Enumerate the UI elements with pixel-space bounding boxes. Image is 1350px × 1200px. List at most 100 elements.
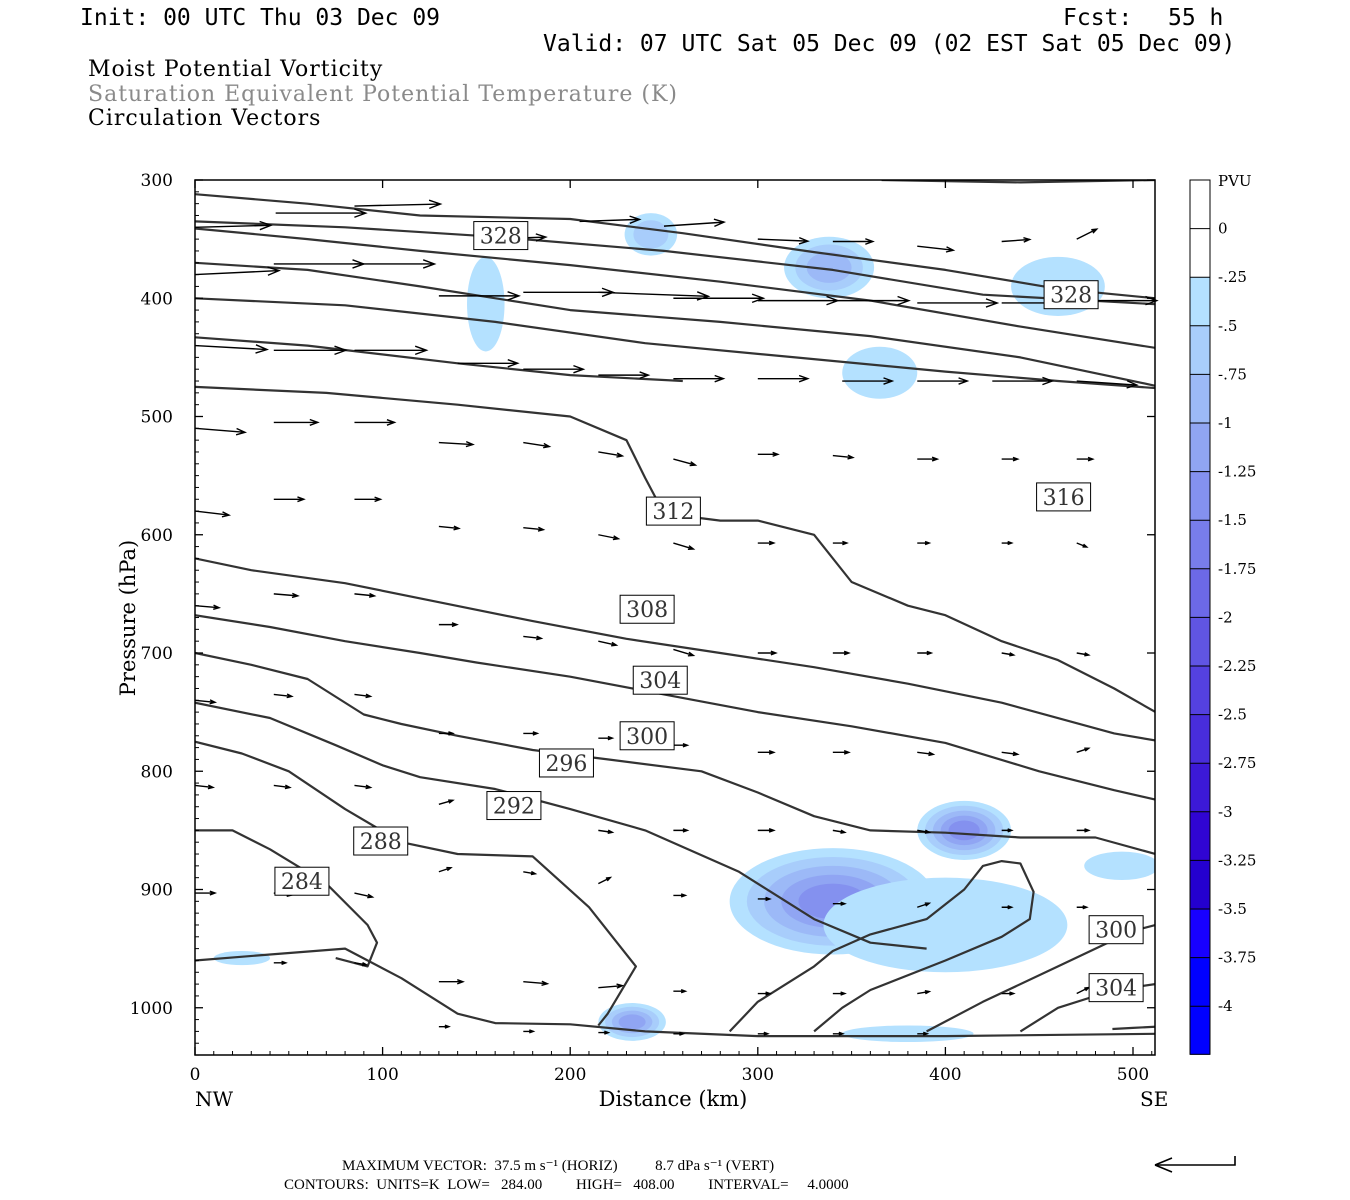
colorbar-label: -.25 [1218,268,1247,286]
theta-contour-line [195,193,1155,300]
circulation-vector [354,496,383,503]
circulation-vector [757,896,772,902]
colorbar-label: -2.25 [1218,657,1256,675]
circulation-vector [832,295,911,306]
circulation-vector [757,828,776,833]
circulation-vector [354,961,369,967]
colorbar-label: -.5 [1218,317,1237,335]
contour-labels: 328 328 312 316 308 304 300 296 292 288 284 300 304 [274,221,1144,1003]
y-tick-label: 600 [141,526,173,546]
circulation-vector [438,440,475,448]
circulation-vector [1076,652,1091,657]
colorbar-cell [1190,811,1210,861]
colorbar-cell [1190,325,1210,375]
circulation-vector [917,1031,930,1036]
pv-blob [948,820,980,841]
circulation-vector [195,890,218,896]
theta-contour-line [881,180,1155,184]
circulation-vector [832,991,847,996]
contour-label: 308 [626,598,668,623]
circulation-vector [832,238,875,245]
circulation-vector [598,534,621,541]
forecast-label: Fcst: [1063,5,1133,31]
contour-info-text: CONTOURS: UNITS=K LOW= 284.00 HIGH= 408.… [284,1177,849,1193]
theta-contour-line [1112,1025,1155,1031]
x-tick-label: 0 [190,1065,201,1085]
circulation-vector [598,876,613,885]
circulation-vector [598,829,615,835]
contour-label: 300 [626,725,668,750]
circulation-vector [917,245,956,253]
circulation-vector [438,291,521,301]
circulation-vector [354,199,443,210]
pv-blob [467,256,505,352]
contour-label-box [274,866,330,896]
circulation-vector [1001,828,1014,833]
theta-contour-line [195,227,1155,349]
y-tick-label: 900 [141,881,173,901]
circulation-vector [1076,228,1099,240]
colorbar-cell [1190,568,1210,618]
circulation-vector [194,220,274,231]
circulation-vector [917,456,940,462]
theta-contour-line [195,947,1155,1038]
circulation-vector [1001,751,1020,757]
circulation-vector [598,451,625,458]
circulation-vector [273,693,294,699]
circulation-vector [832,1031,845,1036]
circulation-vector [523,980,550,986]
contour-label-box [1036,482,1092,512]
circulation-vector [273,960,288,966]
circulation-vector [1076,828,1091,833]
x-left-end-label: NW [195,1087,234,1111]
pv-blob [842,346,918,399]
colorbar-label: -3.25 [1218,851,1256,869]
contour-label-box [486,791,542,821]
circulation-vector [194,784,216,790]
y-tick-label: 500 [141,408,173,428]
circulation-vector [757,991,772,996]
colorbar-cell [1190,666,1210,715]
circulation-vector [757,540,776,546]
contour-label: 284 [281,870,323,895]
circulation-vector [673,374,726,383]
circulation-vector [523,731,540,736]
colorbar-label: -1.25 [1218,463,1256,481]
x-tick-label: 100 [366,1065,398,1085]
circulation-vector [673,828,690,833]
theta-contour-line [195,385,1155,714]
circulation-vector [917,650,934,656]
circulation-vector [523,526,546,532]
circulation-vector [832,901,847,906]
colorbar-cell [1190,1006,1210,1055]
colorbar-label: -1.75 [1218,560,1256,578]
axes: 300 400 500 600 700 800 900 1000 0 100 200 300 400 50… [130,171,1155,1085]
field-title-theta: Saturation Equivalent Potential Temperat… [88,82,678,107]
contour-label: 328 [480,225,522,250]
colorbar-cell [1190,617,1210,666]
reference-vector [1154,1156,1236,1173]
contour-label-box [632,665,688,695]
pv-blob [618,1014,646,1030]
max-vector-text: MAXIMUM VECTOR: 37.5 m s⁻¹ (HORIZ) 8.7 d… [342,1158,775,1174]
circulation-vector [673,293,766,304]
field-title-vectors: Circulation Vectors [88,106,322,131]
circulation-vector [598,983,625,989]
contour-label: 328 [1050,284,1092,309]
colorbar-label: -2 [1218,608,1233,626]
colorbar-cell [1190,180,1210,229]
circulation-vector [1001,991,1016,996]
contour-label: 300 [1095,919,1137,944]
colorbar-label: -1.5 [1218,511,1247,529]
colorbar-cell [1190,714,1210,764]
circulation-vector [457,359,520,368]
circulation-vector [673,648,696,657]
circulation-vector [757,749,776,755]
circulation-vector [673,893,688,898]
contour-label: 312 [652,500,694,525]
circulation-vector [194,510,232,518]
colorbar-cell [1190,471,1210,521]
circulation-vector [438,979,465,985]
circulation-vector [673,988,688,994]
